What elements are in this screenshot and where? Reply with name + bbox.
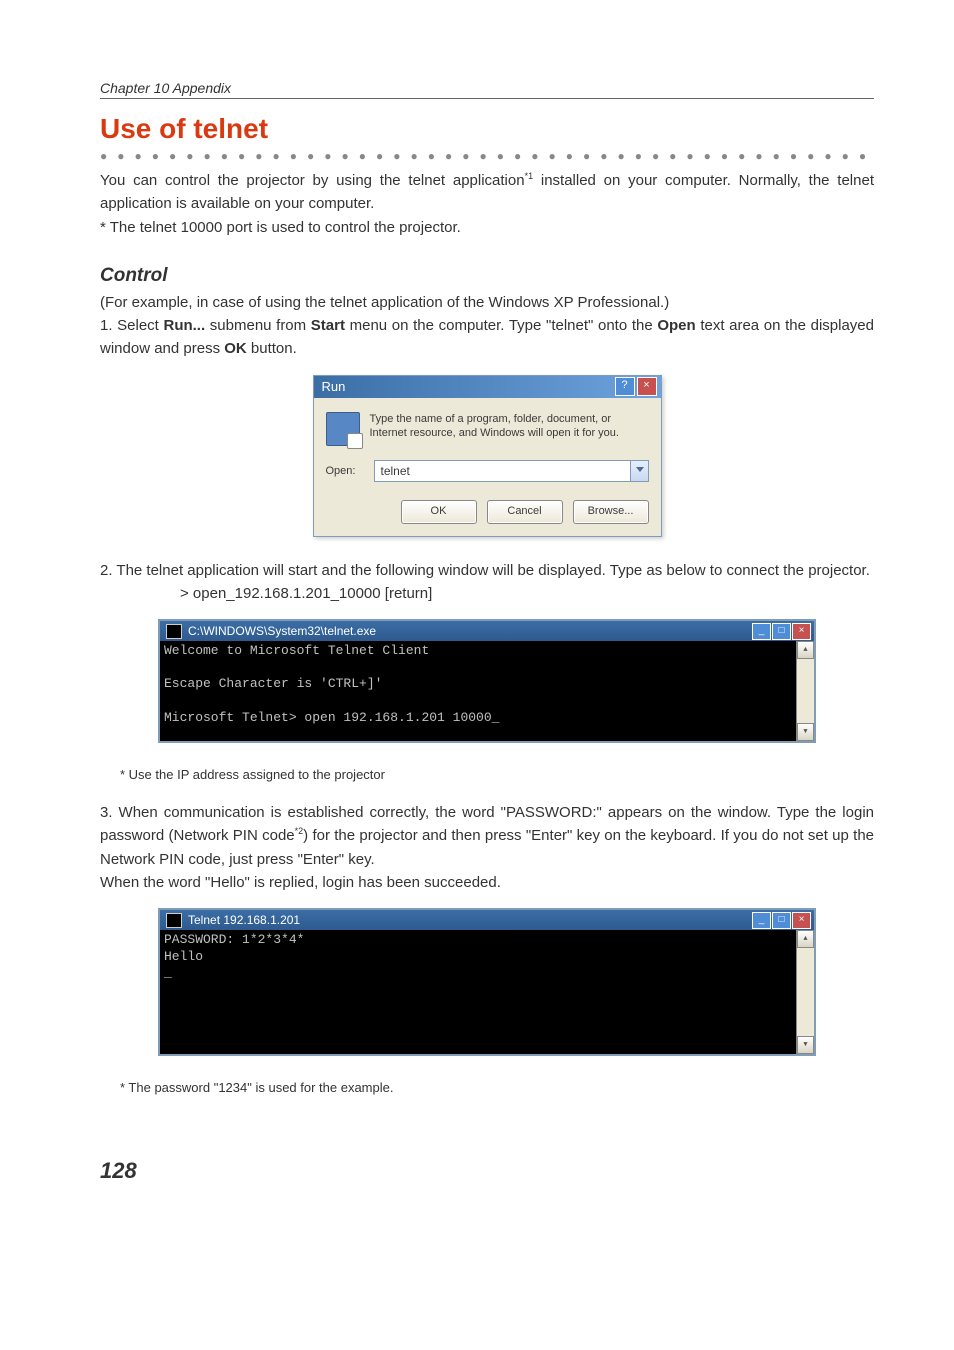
cmd-icon [166, 913, 182, 928]
s1-start: Start [311, 317, 345, 334]
s1-c: menu on the computer. Type "telnet" onto… [345, 317, 657, 334]
cmd-icon [166, 624, 182, 639]
open-combobox[interactable]: telnet [374, 460, 649, 482]
console-title-text: Telnet 192.168.1.201 [188, 913, 300, 927]
intro-text-1: You can control the projector by using t… [100, 172, 525, 189]
footnote-ref-2: *2 [295, 826, 304, 836]
chapter-header: Chapter 10 Appendix [100, 80, 874, 96]
page-title: Use of telnet [100, 113, 874, 145]
step-2-command: > open_192.168.1.201_10000 [return] [100, 582, 874, 605]
cancel-button[interactable]: Cancel [487, 500, 563, 524]
help-icon[interactable]: ? [615, 377, 635, 396]
maximize-icon[interactable]: □ [772, 623, 791, 640]
s1-e: button. [247, 340, 297, 357]
minimize-icon[interactable]: _ [752, 623, 771, 640]
console-title-text: C:\WINDOWS\System32\telnet.exe [188, 624, 376, 638]
s1-open: Open [657, 317, 695, 334]
step-2: 2. The telnet application will start and… [100, 559, 874, 582]
step-3: 3. When communication is established cor… [100, 801, 874, 871]
step-3c: When the word "Hello" is replied, login … [100, 871, 874, 894]
scrollbar[interactable]: ▲ ▼ [796, 930, 814, 1054]
scroll-down-icon[interactable]: ▼ [797, 723, 814, 741]
telnet-console-2: Telnet 192.168.1.201 _ □ × PASSWORD: 1*2… [158, 908, 816, 1056]
scroll-up-icon[interactable]: ▲ [797, 641, 814, 659]
close-icon[interactable]: × [792, 623, 811, 640]
scroll-up-icon[interactable]: ▲ [797, 930, 814, 948]
run-dialog-titlebar[interactable]: Run ? × [314, 376, 661, 398]
note-password: * The password "1234" is used for the ex… [100, 1078, 874, 1098]
intro-paragraph: You can control the projector by using t… [100, 169, 874, 216]
control-subhead: Control [100, 265, 874, 287]
console-output[interactable]: Welcome to Microsoft Telnet Client Escap… [160, 641, 796, 741]
telnet-console-1: C:\WINDOWS\System32\telnet.exe _ □ × Wel… [158, 619, 816, 743]
s1-a: 1. Select [100, 317, 163, 334]
console-titlebar[interactable]: C:\WINDOWS\System32\telnet.exe _ □ × [160, 621, 814, 641]
open-label: Open: [326, 465, 366, 477]
minimize-icon[interactable]: _ [752, 912, 771, 929]
intro-note: * The telnet 10000 port is used to contr… [100, 216, 874, 239]
chevron-down-icon[interactable] [636, 467, 644, 472]
step-1: 1. Select Run... submenu from Start menu… [100, 314, 874, 361]
s1-ok: OK [224, 340, 247, 357]
run-dialog-title: Run [322, 379, 346, 394]
run-program-icon [326, 412, 360, 446]
run-description: Type the name of a program, folder, docu… [370, 412, 649, 442]
s1-b: submenu from [205, 317, 311, 334]
ok-button[interactable]: OK [401, 500, 477, 524]
control-note: (For example, in case of using the telne… [100, 291, 874, 314]
console-titlebar[interactable]: Telnet 192.168.1.201 _ □ × [160, 910, 814, 930]
scroll-track[interactable] [797, 659, 814, 723]
note-ip: * Use the IP address assigned to the pro… [100, 765, 874, 785]
scrollbar[interactable]: ▲ ▼ [796, 641, 814, 741]
page-number: 128 [100, 1158, 874, 1184]
footnote-ref-1: *1 [525, 171, 534, 181]
scroll-track[interactable] [797, 948, 814, 1036]
close-icon[interactable]: × [637, 377, 657, 396]
console-output[interactable]: PASSWORD: 1*2*3*4* Hello _ [160, 930, 796, 1054]
s1-run: Run... [163, 317, 205, 334]
run-dialog: Run ? × Type the name of a program, fold… [313, 375, 662, 537]
maximize-icon[interactable]: □ [772, 912, 791, 929]
browse-button[interactable]: Browse... [573, 500, 649, 524]
open-value: telnet [381, 464, 410, 478]
scroll-down-icon[interactable]: ▼ [797, 1036, 814, 1054]
close-icon[interactable]: × [792, 912, 811, 929]
dot-separator: ●●●●●●●●●●●●●●●●●●●●●●●●●●●●●●●●●●●●●●●●… [100, 149, 874, 163]
divider [100, 98, 874, 99]
